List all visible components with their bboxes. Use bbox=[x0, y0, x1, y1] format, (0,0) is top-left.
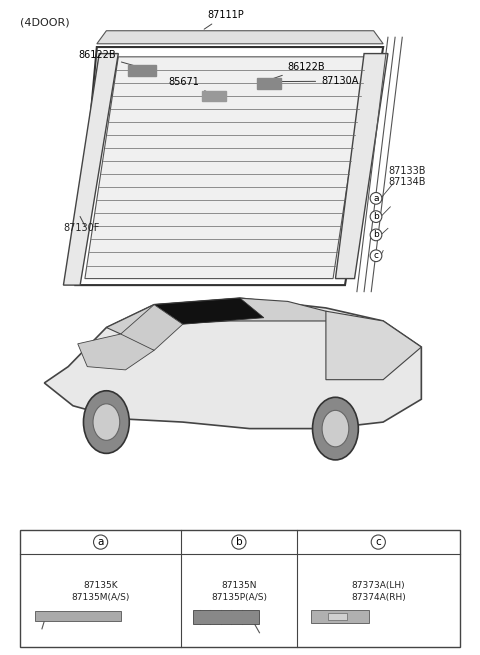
Text: 87135K
87135M(A/S): 87135K 87135M(A/S) bbox=[72, 580, 130, 602]
Polygon shape bbox=[326, 311, 421, 380]
Text: 87130F: 87130F bbox=[63, 223, 100, 233]
Bar bbox=[128, 65, 156, 77]
Circle shape bbox=[93, 404, 120, 440]
Text: 86122B: 86122B bbox=[78, 50, 140, 67]
Bar bbox=[328, 613, 347, 620]
Circle shape bbox=[312, 398, 359, 460]
Polygon shape bbox=[336, 54, 388, 278]
Text: a: a bbox=[373, 194, 379, 203]
Text: a: a bbox=[97, 537, 104, 547]
Bar bbox=[192, 610, 260, 624]
Polygon shape bbox=[63, 54, 118, 285]
Text: c: c bbox=[375, 537, 381, 547]
Polygon shape bbox=[97, 31, 383, 44]
Polygon shape bbox=[44, 298, 421, 428]
Text: 86122B: 86122B bbox=[269, 62, 325, 80]
Bar bbox=[312, 610, 369, 623]
Circle shape bbox=[322, 410, 349, 447]
Text: b: b bbox=[236, 537, 242, 547]
Text: 87134B: 87134B bbox=[388, 178, 425, 187]
Text: 85671: 85671 bbox=[168, 77, 211, 94]
Text: b: b bbox=[373, 231, 379, 239]
Polygon shape bbox=[78, 334, 154, 370]
Bar bbox=[257, 78, 281, 90]
Text: 87111P: 87111P bbox=[204, 10, 244, 29]
Polygon shape bbox=[85, 57, 366, 278]
Text: b: b bbox=[373, 212, 379, 221]
Text: 87373A(LH)
87374A(RH): 87373A(LH) 87374A(RH) bbox=[351, 580, 406, 602]
Polygon shape bbox=[120, 305, 183, 350]
Bar bbox=[202, 92, 226, 101]
Text: 87130A: 87130A bbox=[271, 76, 359, 86]
Text: 87133B: 87133B bbox=[388, 166, 425, 176]
Text: c: c bbox=[373, 252, 379, 260]
Circle shape bbox=[84, 391, 129, 453]
Polygon shape bbox=[154, 298, 264, 324]
Bar bbox=[35, 611, 120, 621]
Text: 87135N
87135P(A/S): 87135N 87135P(A/S) bbox=[211, 580, 267, 602]
Text: (4DOOR): (4DOOR) bbox=[21, 18, 70, 28]
Polygon shape bbox=[107, 298, 336, 334]
